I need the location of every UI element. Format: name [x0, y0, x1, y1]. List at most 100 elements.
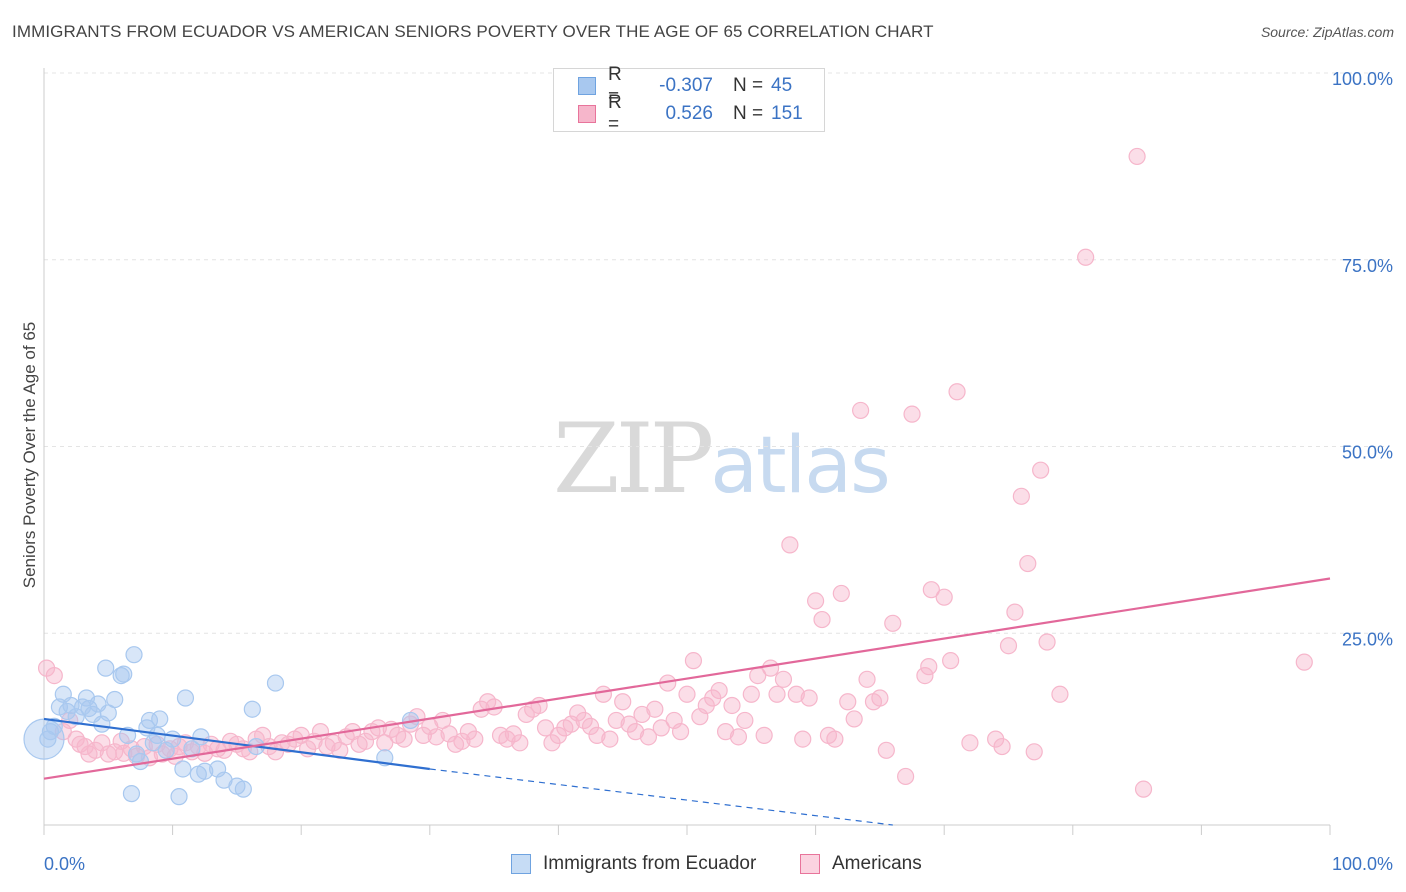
- correlation-legend: R = -0.307 N = 45 R = 0.526 N = 151: [553, 64, 825, 135]
- bottom-legend-swatch-americans: [800, 854, 820, 874]
- trend-lines: [43, 577, 1331, 826]
- data-point: [639, 728, 658, 746]
- data-point: [453, 732, 471, 750]
- data-point: [852, 401, 870, 420]
- data-point: [903, 405, 921, 423]
- bottom-legend-label-americans: Americans: [832, 853, 922, 874]
- y-tick-label: 75.0%: [1342, 256, 1393, 276]
- data-point: [614, 693, 632, 711]
- data-point: [684, 652, 703, 670]
- data-point: [511, 734, 529, 752]
- data-point: [356, 732, 375, 750]
- legend-n-value: 151: [771, 103, 803, 124]
- data-point: [774, 670, 793, 688]
- series-americans: [37, 147, 1313, 798]
- data-point: [84, 705, 102, 724]
- data-point: [125, 646, 143, 664]
- data-point: [794, 730, 812, 748]
- data-point: [729, 728, 748, 746]
- bottom-legend-americans: Americans: [800, 852, 922, 876]
- data-point: [1051, 685, 1069, 703]
- legend-r-value: -0.307: [659, 75, 713, 96]
- data-point: [1295, 653, 1313, 671]
- data-point: [594, 685, 613, 703]
- data-point: [1006, 603, 1024, 621]
- data-point: [1025, 743, 1043, 761]
- data-point: [183, 740, 201, 758]
- source-label: Source: ZipAtlas.com: [1260, 24, 1394, 40]
- watermark: ZIPatlas: [553, 403, 891, 515]
- data-point: [115, 665, 133, 683]
- data-point: [440, 725, 458, 743]
- data-point: [652, 719, 670, 737]
- data-point: [626, 723, 645, 741]
- data-point: [961, 734, 979, 752]
- data-point: [174, 760, 192, 778]
- data-point: [710, 681, 728, 700]
- trend-line-ecuador-extrapolated: [429, 768, 893, 826]
- x-tick-label: 0.0%: [44, 854, 85, 874]
- data-point: [916, 666, 934, 685]
- data-point: [266, 674, 285, 692]
- data-point: [999, 637, 1018, 655]
- data-point: [395, 730, 413, 748]
- data-point: [813, 610, 831, 629]
- data-point: [536, 719, 555, 737]
- data-point: [897, 767, 915, 786]
- watermark-atlas: atlas: [710, 421, 890, 511]
- data-point: [884, 614, 902, 632]
- legend-n-label: N =: [733, 103, 764, 124]
- data-point: [948, 383, 966, 401]
- data-point: [122, 785, 141, 803]
- data-point: [839, 693, 857, 711]
- data-point: [935, 588, 953, 606]
- data-point: [877, 741, 895, 759]
- data-point: [243, 700, 261, 718]
- data-point: [723, 696, 741, 715]
- legend-swatch-ecuador: [578, 77, 596, 95]
- data-point: [131, 752, 150, 771]
- data-point: [920, 658, 938, 676]
- data-point: [196, 762, 214, 780]
- y-tick-label: 50.0%: [1342, 443, 1393, 463]
- legend-row-ecuador: R = -0.307 N = 45: [578, 64, 792, 107]
- data-point: [742, 685, 760, 703]
- data-point: [170, 788, 188, 806]
- data-point: [1038, 633, 1056, 651]
- data-point: [234, 780, 252, 798]
- data-point: [716, 723, 735, 741]
- data-point: [106, 690, 124, 709]
- y-tick-label: 25.0%: [1342, 629, 1393, 649]
- data-point: [1077, 248, 1095, 266]
- legend-r-label: R =: [608, 92, 622, 135]
- legend-row-americans: R = 0.526 N = 151: [578, 92, 803, 135]
- data-point: [427, 728, 445, 746]
- x-tick-label: 100.0%: [1332, 854, 1393, 874]
- data-point: [806, 592, 825, 610]
- data-point: [1019, 554, 1037, 573]
- data-point: [176, 689, 195, 707]
- data-point: [45, 666, 63, 685]
- data-point: [45, 717, 63, 735]
- chart-title: IMMIGRANTS FROM ECUADOR VS AMERICAN SENI…: [12, 22, 934, 41]
- data-point: [588, 726, 606, 744]
- data-point: [192, 728, 210, 746]
- watermark-zip: ZIP: [553, 403, 714, 515]
- legend-swatch-americans: [578, 105, 596, 123]
- data-point: [581, 717, 600, 735]
- data-point: [922, 581, 940, 599]
- data-point: [678, 685, 696, 703]
- trend-line-ecuador: [43, 717, 430, 771]
- data-point: [607, 711, 625, 730]
- data-point: [671, 723, 690, 741]
- legend-r-value: 0.526: [665, 103, 713, 124]
- data-point: [755, 726, 773, 744]
- bottom-legend-label-ecuador: Immigrants from Ecuador: [543, 853, 757, 874]
- data-point: [67, 708, 85, 726]
- data-point: [826, 730, 844, 748]
- data-point: [768, 685, 786, 703]
- data-point: [871, 689, 889, 707]
- data-point: [646, 700, 664, 718]
- data-point: [942, 652, 960, 670]
